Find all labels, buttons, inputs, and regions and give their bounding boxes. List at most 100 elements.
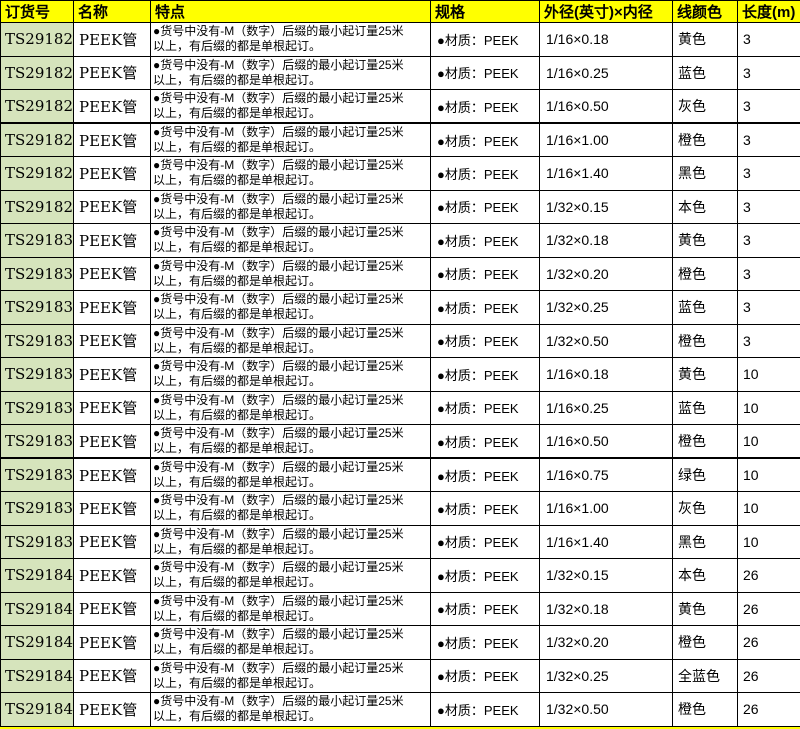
cell-name[interactable]: PEEK管 bbox=[73, 390, 151, 425]
cell-name[interactable]: PEEK管 bbox=[73, 55, 151, 90]
cell-length[interactable]: 10 bbox=[737, 424, 800, 459]
cell-name[interactable]: PEEK管 bbox=[73, 290, 151, 325]
cell-color[interactable]: 橙色 bbox=[672, 424, 738, 459]
cell-spec[interactable]: ●材质：PEEK bbox=[430, 256, 540, 291]
cell-length[interactable]: 26 bbox=[737, 658, 800, 693]
cell-name[interactable]: PEEK管 bbox=[73, 357, 151, 392]
header-name[interactable]: 名称 bbox=[73, 0, 151, 23]
cell-color[interactable]: 灰色 bbox=[672, 491, 738, 526]
cell-name[interactable]: PEEK管 bbox=[73, 323, 151, 358]
cell-features[interactable]: ●货号中没有-M（数字）后缀的最小起订量25米 以上，有后缀的都是单根起订。 bbox=[150, 122, 431, 157]
cell-order-no[interactable]: TS291843 bbox=[0, 658, 74, 693]
cell-size[interactable]: 1/32×0.15 bbox=[539, 189, 673, 224]
cell-length[interactable]: 3 bbox=[737, 323, 800, 358]
cell-features[interactable]: ●货号中没有-M（数字）后缀的最小起订量25米 以上，有后缀的都是单根起订。 bbox=[150, 55, 431, 90]
cell-features[interactable]: ●货号中没有-M（数字）后缀的最小起订量25米 以上，有后缀的都是单根起订。 bbox=[150, 692, 431, 727]
cell-color[interactable]: 灰色 bbox=[672, 89, 738, 124]
cell-spec[interactable]: ●材质：PEEK bbox=[430, 558, 540, 593]
cell-color[interactable]: 本色 bbox=[672, 189, 738, 224]
cell-length[interactable]: 3 bbox=[737, 223, 800, 258]
cell-spec[interactable]: ●材质：PEEK bbox=[430, 692, 540, 727]
cell-name[interactable]: PEEK管 bbox=[73, 658, 151, 693]
cell-length[interactable]: 3 bbox=[737, 290, 800, 325]
cell-spec[interactable]: ●材质：PEEK bbox=[430, 591, 540, 626]
cell-spec[interactable]: ●材质：PEEK bbox=[430, 524, 540, 559]
cell-color[interactable]: 橙色 bbox=[672, 692, 738, 727]
cell-features[interactable]: ●货号中没有-M（数字）后缀的最小起订量25米 以上，有后缀的都是单根起订。 bbox=[150, 357, 431, 392]
cell-order-no[interactable]: TS291833 bbox=[0, 323, 74, 358]
cell-spec[interactable]: ●材质：PEEK bbox=[430, 457, 540, 492]
cell-order-no[interactable]: TS291842 bbox=[0, 625, 74, 660]
cell-length[interactable]: 10 bbox=[737, 524, 800, 559]
cell-spec[interactable]: ●材质：PEEK bbox=[430, 323, 540, 358]
cell-name[interactable]: PEEK管 bbox=[73, 223, 151, 258]
cell-color[interactable]: 黄色 bbox=[672, 357, 738, 392]
cell-size[interactable]: 1/16×1.40 bbox=[539, 156, 673, 191]
cell-order-no[interactable]: TS291838 bbox=[0, 491, 74, 526]
cell-spec[interactable]: ●材质：PEEK bbox=[430, 189, 540, 224]
cell-length[interactable]: 3 bbox=[737, 189, 800, 224]
cell-color[interactable]: 黄色 bbox=[672, 591, 738, 626]
cell-features[interactable]: ●货号中没有-M（数字）后缀的最小起订量25米 以上，有后缀的都是单根起订。 bbox=[150, 189, 431, 224]
cell-size[interactable]: 1/32×0.50 bbox=[539, 323, 673, 358]
cell-name[interactable]: PEEK管 bbox=[73, 558, 151, 593]
cell-features[interactable]: ●货号中没有-M（数字）后缀的最小起订量25米 以上，有后缀的都是单根起订。 bbox=[150, 424, 431, 459]
cell-size[interactable]: 1/16×0.18 bbox=[539, 357, 673, 392]
cell-spec[interactable]: ●材质：PEEK bbox=[430, 424, 540, 459]
cell-order-no[interactable]: TS291837 bbox=[0, 457, 74, 492]
cell-size[interactable]: 1/16×0.50 bbox=[539, 424, 673, 459]
cell-color[interactable]: 蓝色 bbox=[672, 390, 738, 425]
cell-name[interactable]: PEEK管 bbox=[73, 256, 151, 291]
cell-color[interactable]: 本色 bbox=[672, 558, 738, 593]
cell-length[interactable]: 3 bbox=[737, 156, 800, 191]
cell-features[interactable]: ●货号中没有-M（数字）后缀的最小起订量25米 以上，有后缀的都是单根起订。 bbox=[150, 22, 431, 57]
cell-size[interactable]: 1/16×1.40 bbox=[539, 524, 673, 559]
cell-color[interactable]: 橙色 bbox=[672, 323, 738, 358]
cell-name[interactable]: PEEK管 bbox=[73, 22, 151, 57]
cell-size[interactable]: 1/32×0.20 bbox=[539, 625, 673, 660]
cell-spec[interactable]: ●材质：PEEK bbox=[430, 223, 540, 258]
cell-size[interactable]: 1/16×0.75 bbox=[539, 457, 673, 492]
cell-features[interactable]: ●货号中没有-M（数字）后缀的最小起订量25米 以上，有后缀的都是单根起订。 bbox=[150, 457, 431, 492]
cell-features[interactable]: ●货号中没有-M（数字）后缀的最小起订量25米 以上，有后缀的都是单根起订。 bbox=[150, 524, 431, 559]
cell-name[interactable]: PEEK管 bbox=[73, 524, 151, 559]
cell-spec[interactable]: ●材质：PEEK bbox=[430, 625, 540, 660]
cell-name[interactable]: PEEK管 bbox=[73, 156, 151, 191]
cell-color[interactable]: 绿色 bbox=[672, 457, 738, 492]
cell-features[interactable]: ●货号中没有-M（数字）后缀的最小起订量25米 以上，有后缀的都是单根起订。 bbox=[150, 390, 431, 425]
cell-features[interactable]: ●货号中没有-M（数字）后缀的最小起订量25米 以上，有后缀的都是单根起订。 bbox=[150, 658, 431, 693]
cell-spec[interactable]: ●材质：PEEK bbox=[430, 122, 540, 157]
cell-features[interactable]: ●货号中没有-M（数字）后缀的最小起订量25米 以上，有后缀的都是单根起订。 bbox=[150, 558, 431, 593]
cell-name[interactable]: PEEK管 bbox=[73, 692, 151, 727]
cell-spec[interactable]: ●材质：PEEK bbox=[430, 156, 540, 191]
cell-size[interactable]: 1/16×0.25 bbox=[539, 390, 673, 425]
cell-length[interactable]: 26 bbox=[737, 591, 800, 626]
header-length[interactable]: 长度(m) bbox=[737, 0, 800, 23]
cell-order-no[interactable]: TS291834 bbox=[0, 357, 74, 392]
cell-size[interactable]: 1/32×0.18 bbox=[539, 591, 673, 626]
cell-size[interactable]: 1/32×0.50 bbox=[539, 692, 673, 727]
cell-features[interactable]: ●货号中没有-M（数字）后缀的最小起订量25米 以上，有后缀的都是单根起订。 bbox=[150, 290, 431, 325]
cell-length[interactable]: 3 bbox=[737, 89, 800, 124]
cell-name[interactable]: PEEK管 bbox=[73, 122, 151, 157]
cell-color[interactable]: 全蓝色 bbox=[672, 658, 738, 693]
cell-features[interactable]: ●货号中没有-M（数字）后缀的最小起订量25米 以上，有后缀的都是单根起订。 bbox=[150, 156, 431, 191]
cell-size[interactable]: 1/16×0.18 bbox=[539, 22, 673, 57]
cell-color[interactable]: 黄色 bbox=[672, 223, 738, 258]
cell-color[interactable]: 橙色 bbox=[672, 256, 738, 291]
cell-color[interactable]: 橙色 bbox=[672, 122, 738, 157]
cell-order-no[interactable]: TS291844 bbox=[0, 692, 74, 727]
header-spec[interactable]: 规格 bbox=[430, 0, 540, 23]
cell-order-no[interactable]: TS291839 bbox=[0, 524, 74, 559]
header-size[interactable]: 外径(英寸)×内径 bbox=[539, 0, 673, 23]
cell-size[interactable]: 1/16×0.50 bbox=[539, 89, 673, 124]
cell-size[interactable]: 1/32×0.18 bbox=[539, 223, 673, 258]
cell-name[interactable]: PEEK管 bbox=[73, 625, 151, 660]
cell-color[interactable]: 蓝色 bbox=[672, 55, 738, 90]
cell-size[interactable]: 1/32×0.20 bbox=[539, 256, 673, 291]
cell-name[interactable]: PEEK管 bbox=[73, 591, 151, 626]
cell-name[interactable]: PEEK管 bbox=[73, 491, 151, 526]
cell-features[interactable]: ●货号中没有-M（数字）后缀的最小起订量25米 以上，有后缀的都是单根起订。 bbox=[150, 491, 431, 526]
cell-color[interactable]: 橙色 bbox=[672, 625, 738, 660]
cell-features[interactable]: ●货号中没有-M（数字）后缀的最小起订量25米 以上，有后缀的都是单根起订。 bbox=[150, 625, 431, 660]
